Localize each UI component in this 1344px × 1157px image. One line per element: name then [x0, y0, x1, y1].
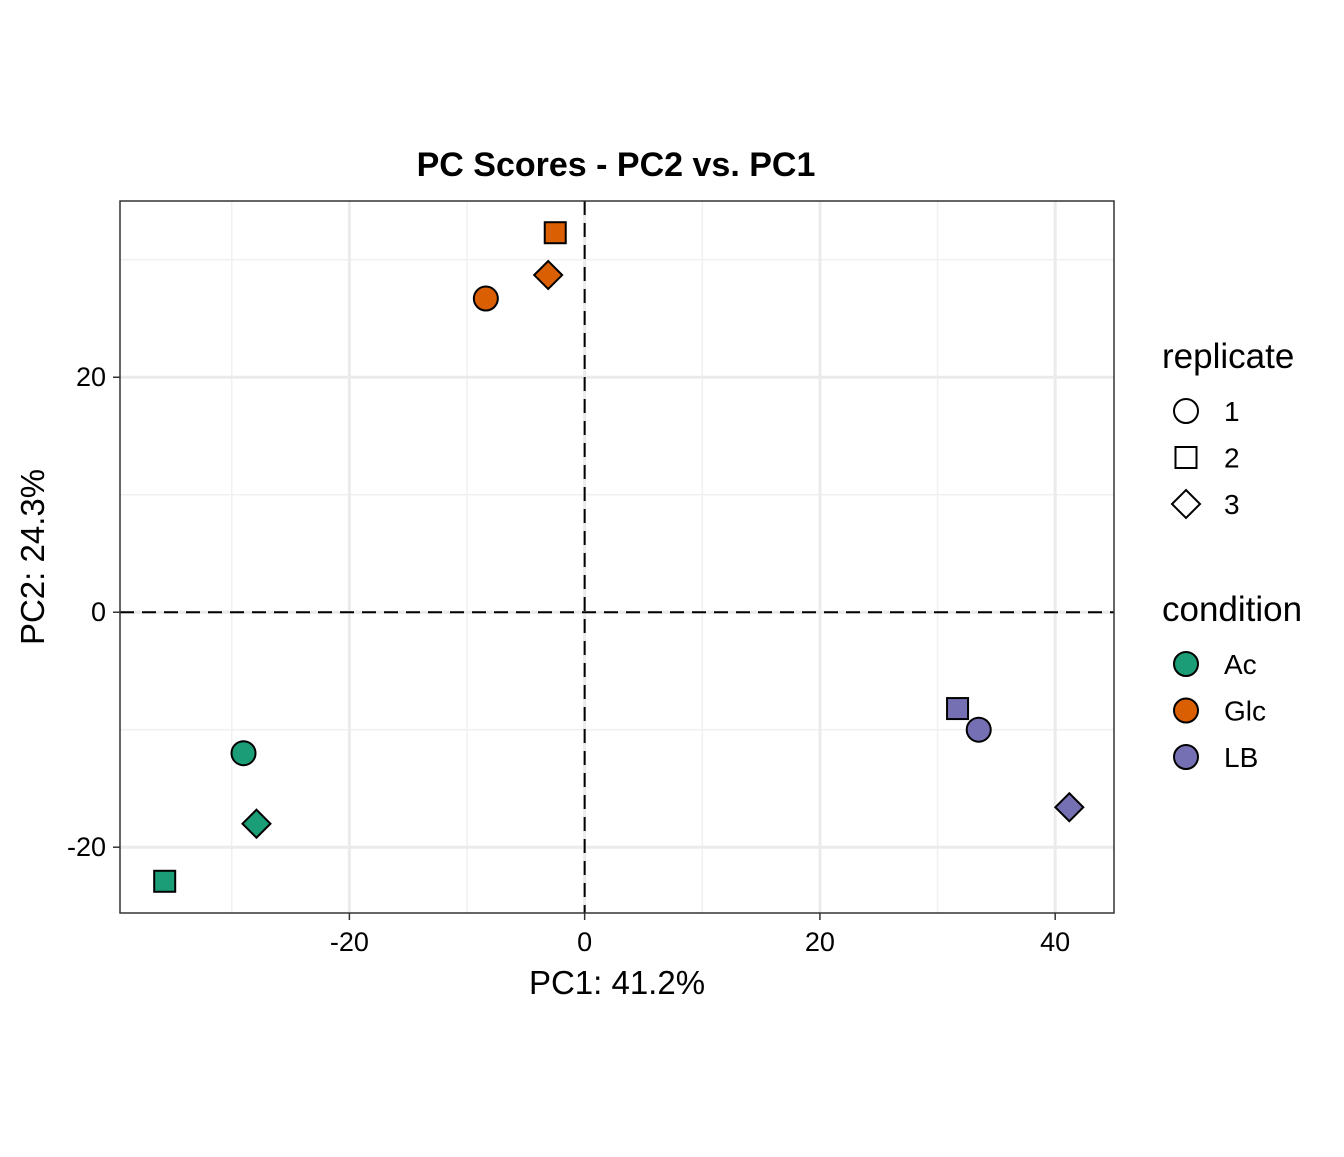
legend-label-condition-glc: Glc — [1224, 696, 1266, 727]
condition-legend: condition Ac Glc LB — [1162, 590, 1302, 773]
panel-border — [119, 200, 1115, 914]
x-tick-label: 40 — [1040, 927, 1070, 957]
data-point-glc-rep1 — [472, 285, 499, 312]
legend-label-replicate-2: 2 — [1224, 443, 1240, 474]
x-tick-label: 20 — [805, 927, 835, 957]
panel-background — [120, 201, 1114, 913]
legend-key-ac — [1173, 651, 1199, 677]
y-axis-title: PC2: 24.3% — [14, 469, 51, 645]
replicate-legend-title: replicate — [1162, 337, 1294, 376]
x-tick-label: 0 — [577, 927, 592, 957]
x-axis-title: PC1: 41.2% — [529, 964, 705, 1001]
data-point-ac-rep1 — [230, 740, 257, 767]
legend-label-condition-lb: LB — [1224, 742, 1258, 773]
legend-key-square — [1174, 446, 1198, 469]
replicate-legend: replicate 1 2 3 — [1162, 337, 1294, 520]
data-point-glc-rep2 — [543, 221, 567, 245]
data-points — [153, 221, 1085, 893]
data-point-ac-rep3 — [241, 808, 272, 840]
legend-key-circle — [1173, 398, 1199, 424]
data-point-ac-rep2 — [153, 869, 177, 893]
data-point-lb-rep2 — [946, 697, 970, 721]
legend-key-lb — [1173, 744, 1199, 770]
legend-key-diamond — [1170, 488, 1202, 520]
legend-label-replicate-1: 1 — [1224, 396, 1240, 427]
legend-label-replicate-3: 3 — [1224, 489, 1240, 520]
data-point-lb-rep3 — [1053, 791, 1085, 823]
legend-key-glc — [1173, 697, 1199, 724]
data-point-glc-rep3 — [532, 259, 564, 291]
legend-label-condition-ac: Ac — [1224, 649, 1257, 680]
axis-ticks: -20 0 20 40 -20 0 20 — [67, 362, 1070, 957]
data-point-lb-rep1 — [965, 716, 992, 743]
chart-title: PC Scores - PC2 vs. PC1 — [417, 146, 816, 184]
plot-panel: -20 0 20 40 -20 0 20 — [67, 200, 1115, 957]
x-tick-label: -20 — [330, 927, 369, 957]
y-tick-label: 20 — [76, 362, 106, 392]
condition-legend-title: condition — [1162, 590, 1302, 629]
y-tick-label: -20 — [67, 832, 106, 862]
legend: replicate 1 2 3 condition Ac Glc LB — [1162, 337, 1302, 773]
y-tick-label: 0 — [91, 597, 106, 627]
